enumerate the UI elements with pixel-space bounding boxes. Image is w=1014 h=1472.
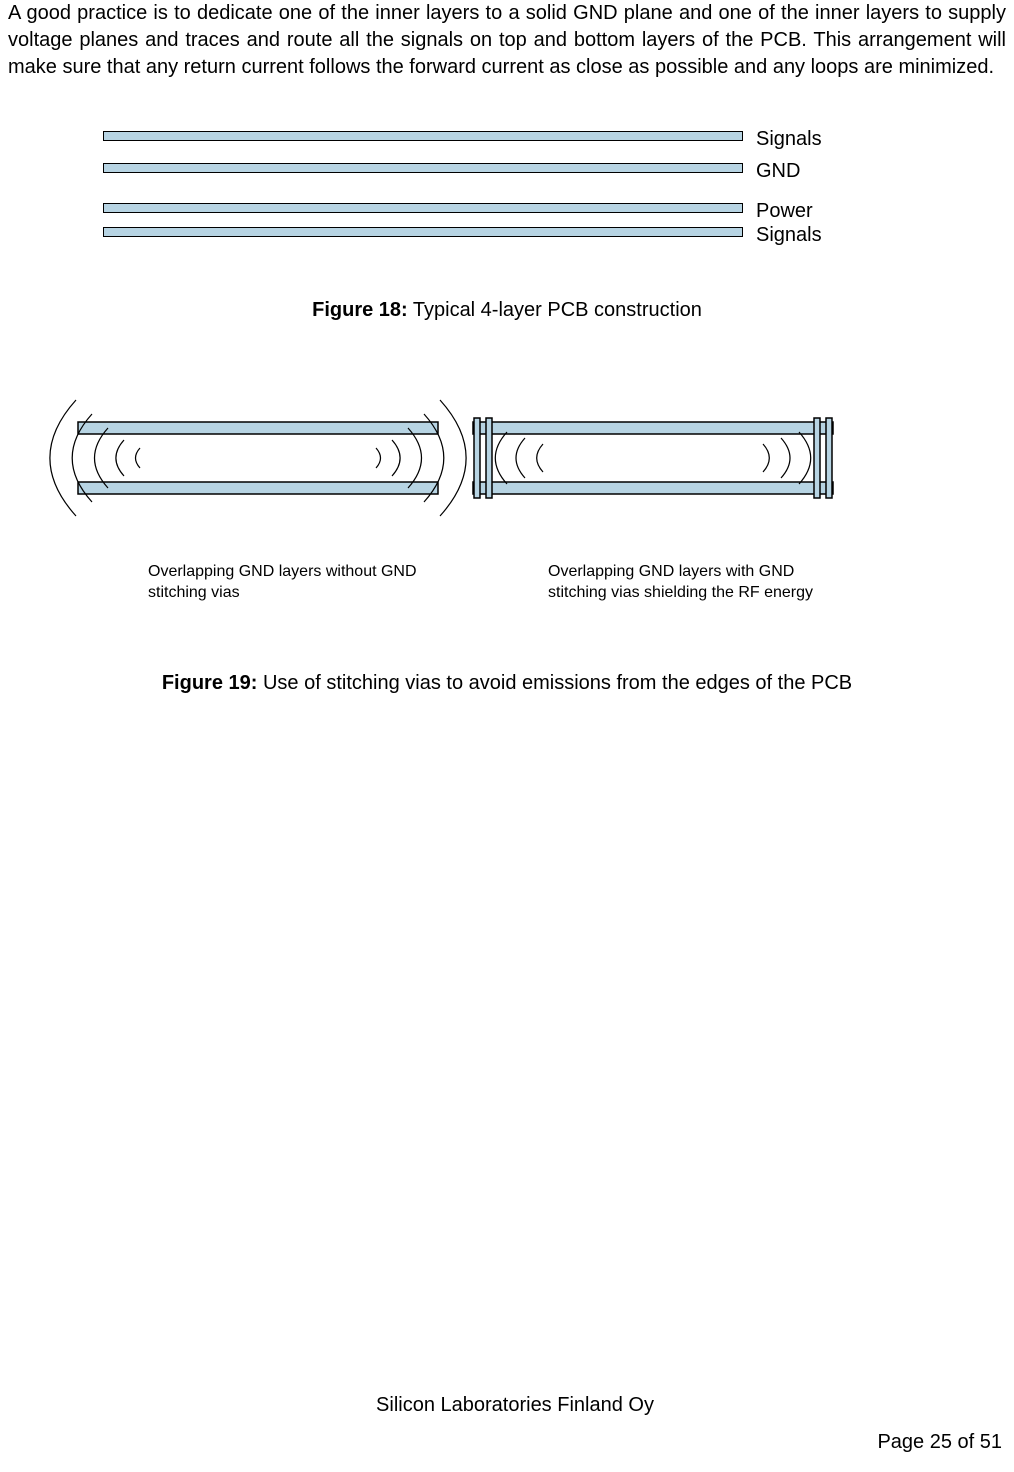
- pcb-layer-label: GND: [756, 160, 800, 183]
- figure-19-caption-text: Use of stitching vias to avoid emissions…: [257, 672, 852, 694]
- figure-18-diagram: SignalsGNDPowerSignals: [8, 131, 1006, 281]
- pcb-layer: [103, 131, 743, 141]
- figure-19-caption-bold: Figure 19:: [162, 672, 258, 694]
- figure-19-left-label: Overlapping GND layers without GND stitc…: [148, 562, 448, 604]
- pcb-layer-label: Signals: [756, 224, 822, 247]
- figure-19-caption: Figure 19: Use of stitching vias to avoi…: [8, 672, 1006, 695]
- pcb-layer-label: Signals: [756, 128, 822, 151]
- figure-18-caption-text: Typical 4-layer PCB construction: [408, 299, 702, 321]
- figure-19-svg: [8, 392, 908, 552]
- document-page: A good practice is to dedicate one of th…: [0, 0, 1014, 1472]
- footer-company: Silicon Laboratories Finland Oy: [8, 1394, 1014, 1417]
- pcb-layer: [103, 227, 743, 237]
- pcb-layer-label: Power: [756, 200, 813, 223]
- figure-18-caption-bold: Figure 18:: [312, 299, 408, 321]
- pcb-layer: [103, 163, 743, 173]
- footer-page-number: Page 25 of 51: [877, 1431, 1002, 1454]
- intro-paragraph: A good practice is to dedicate one of th…: [8, 0, 1006, 81]
- figure-19-right-label: Overlapping GND layers with GND stitchin…: [548, 562, 848, 604]
- pcb-layer: [103, 203, 743, 213]
- figure-19-diagram: Overlapping GND layers without GND stitc…: [8, 392, 1006, 652]
- figure-18-caption: Figure 18: Typical 4-layer PCB construct…: [8, 299, 1006, 322]
